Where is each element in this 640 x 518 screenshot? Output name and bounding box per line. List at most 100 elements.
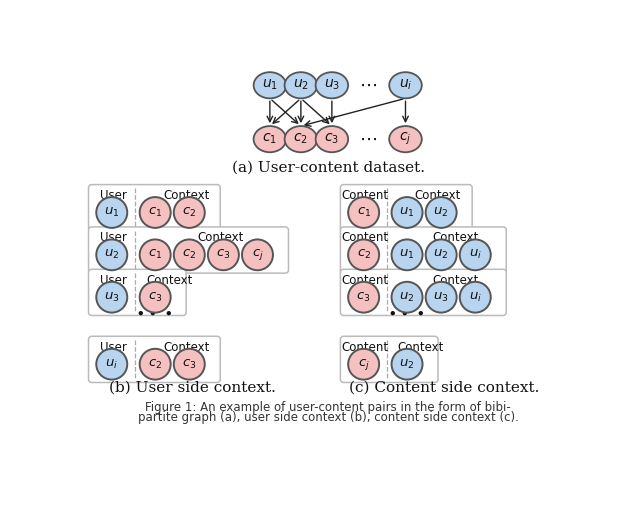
- Text: Context: Context: [146, 274, 192, 286]
- Text: $\bullet\bullet\bullet$: $\bullet\bullet\bullet$: [135, 305, 172, 320]
- Ellipse shape: [460, 282, 491, 312]
- Text: Context: Context: [432, 274, 478, 286]
- Text: $\mathit{c}_{1}$: $\mathit{c}_{1}$: [148, 248, 163, 262]
- Text: $\mathit{u}_{2}$: $\mathit{u}_{2}$: [399, 357, 415, 371]
- Ellipse shape: [140, 197, 171, 228]
- Text: $\mathit{c}_{2}$: $\mathit{c}_{2}$: [182, 248, 196, 262]
- Text: (b) User side context.: (b) User side context.: [109, 380, 276, 394]
- Text: Context: Context: [415, 189, 461, 202]
- Ellipse shape: [389, 72, 422, 98]
- Text: $\mathit{u}_{i}$: $\mathit{u}_{i}$: [468, 248, 482, 262]
- Text: $\cdots$: $\cdots$: [359, 76, 378, 94]
- Text: $\mathit{c}_{3}$: $\mathit{c}_{3}$: [356, 291, 371, 304]
- Text: Context: Context: [432, 231, 478, 244]
- Text: $\mathit{c}_{1}$: $\mathit{c}_{1}$: [148, 206, 163, 219]
- Text: Context: Context: [398, 340, 444, 354]
- Text: $\mathit{u}_{2}$: $\mathit{u}_{2}$: [104, 248, 120, 262]
- Text: User: User: [100, 189, 127, 202]
- Ellipse shape: [426, 282, 457, 312]
- Text: $\mathit{c}_{3}$: $\mathit{c}_{3}$: [182, 357, 196, 371]
- Ellipse shape: [242, 239, 273, 270]
- Text: $\mathit{u}_{2}$: $\mathit{u}_{2}$: [293, 78, 309, 92]
- Text: User: User: [100, 340, 127, 354]
- Ellipse shape: [174, 239, 205, 270]
- Ellipse shape: [253, 72, 286, 98]
- Text: $\mathit{u}_{i}$: $\mathit{u}_{i}$: [399, 78, 412, 92]
- Ellipse shape: [174, 349, 205, 380]
- Ellipse shape: [392, 282, 422, 312]
- Text: $\bullet\bullet\bullet$: $\bullet\bullet\bullet$: [387, 305, 424, 320]
- Text: Context: Context: [163, 340, 209, 354]
- Text: $\mathit{c}_{2}$: $\mathit{c}_{2}$: [148, 357, 163, 371]
- Ellipse shape: [140, 239, 171, 270]
- Text: $\mathit{u}_{i}$: $\mathit{u}_{i}$: [106, 357, 118, 371]
- Text: Content: Content: [342, 340, 388, 354]
- Text: $\mathit{c}_{1}$: $\mathit{c}_{1}$: [356, 206, 371, 219]
- Ellipse shape: [96, 349, 127, 380]
- Text: $\mathit{c}_{2}$: $\mathit{c}_{2}$: [182, 206, 196, 219]
- Text: $\mathit{c}_{j}$: $\mathit{c}_{j}$: [399, 131, 412, 147]
- Ellipse shape: [316, 126, 348, 152]
- Text: Figure 1: An example of user-content pairs in the form of bibi-: Figure 1: An example of user-content pai…: [145, 401, 511, 414]
- Text: $\mathit{u}_{3}$: $\mathit{u}_{3}$: [433, 291, 449, 304]
- Text: Content: Content: [342, 274, 388, 286]
- Ellipse shape: [174, 197, 205, 228]
- Text: $\mathit{u}_{i}$: $\mathit{u}_{i}$: [468, 291, 482, 304]
- Ellipse shape: [348, 349, 379, 380]
- Text: $\mathit{c}_{2}$: $\mathit{c}_{2}$: [356, 248, 371, 262]
- Text: (c) Content side context.: (c) Content side context.: [349, 380, 540, 394]
- Text: User: User: [100, 231, 127, 244]
- Text: $\mathit{u}_{1}$: $\mathit{u}_{1}$: [399, 206, 415, 219]
- Ellipse shape: [285, 72, 317, 98]
- Text: $\mathit{c}_{3}$: $\mathit{c}_{3}$: [324, 132, 339, 147]
- Text: $\mathit{c}_{3}$: $\mathit{c}_{3}$: [148, 291, 163, 304]
- FancyBboxPatch shape: [88, 269, 186, 315]
- Text: Context: Context: [163, 189, 209, 202]
- Ellipse shape: [208, 239, 239, 270]
- Ellipse shape: [253, 126, 286, 152]
- Text: $\mathit{u}_{1}$: $\mathit{u}_{1}$: [104, 206, 120, 219]
- FancyBboxPatch shape: [88, 336, 220, 382]
- Ellipse shape: [140, 349, 171, 380]
- Text: $\mathit{c}_{2}$: $\mathit{c}_{2}$: [294, 132, 308, 147]
- Ellipse shape: [140, 282, 171, 312]
- Text: $\mathit{u}_{3}$: $\mathit{u}_{3}$: [104, 291, 120, 304]
- Ellipse shape: [316, 72, 348, 98]
- Text: Content: Content: [342, 231, 388, 244]
- Ellipse shape: [285, 126, 317, 152]
- Text: User: User: [100, 274, 127, 286]
- Text: $\mathit{u}_{2}$: $\mathit{u}_{2}$: [433, 248, 449, 262]
- Text: $\mathit{c}_{3}$: $\mathit{c}_{3}$: [216, 248, 230, 262]
- Text: $\mathit{u}_{3}$: $\mathit{u}_{3}$: [324, 78, 340, 92]
- Ellipse shape: [460, 239, 491, 270]
- FancyBboxPatch shape: [88, 184, 220, 231]
- Text: $\mathit{c}_{j}$: $\mathit{c}_{j}$: [358, 357, 369, 372]
- Text: $\mathit{u}_{2}$: $\mathit{u}_{2}$: [433, 206, 449, 219]
- Text: $\cdots$: $\cdots$: [359, 130, 378, 148]
- FancyBboxPatch shape: [340, 336, 438, 382]
- Ellipse shape: [348, 239, 379, 270]
- Ellipse shape: [392, 239, 422, 270]
- Text: Content: Content: [342, 189, 388, 202]
- Text: $\mathit{u}_{1}$: $\mathit{u}_{1}$: [262, 78, 278, 92]
- Ellipse shape: [392, 349, 422, 380]
- FancyBboxPatch shape: [340, 269, 506, 315]
- Text: $\mathit{c}_{1}$: $\mathit{c}_{1}$: [262, 132, 277, 147]
- Text: partite graph (a), user side context (b), content side context (c).: partite graph (a), user side context (b)…: [138, 411, 518, 424]
- Ellipse shape: [348, 197, 379, 228]
- FancyBboxPatch shape: [340, 184, 472, 231]
- Text: $\mathit{u}_{2}$: $\mathit{u}_{2}$: [399, 291, 415, 304]
- FancyBboxPatch shape: [340, 227, 506, 273]
- Ellipse shape: [96, 197, 127, 228]
- Ellipse shape: [426, 239, 457, 270]
- Ellipse shape: [392, 197, 422, 228]
- Ellipse shape: [96, 282, 127, 312]
- Text: (a) User-content dataset.: (a) User-content dataset.: [232, 161, 424, 175]
- Ellipse shape: [389, 126, 422, 152]
- Text: $\mathit{c}_{j}$: $\mathit{c}_{j}$: [252, 247, 264, 262]
- FancyBboxPatch shape: [88, 227, 289, 273]
- Ellipse shape: [348, 282, 379, 312]
- Ellipse shape: [96, 239, 127, 270]
- Text: $\mathit{u}_{1}$: $\mathit{u}_{1}$: [399, 248, 415, 262]
- Ellipse shape: [426, 197, 457, 228]
